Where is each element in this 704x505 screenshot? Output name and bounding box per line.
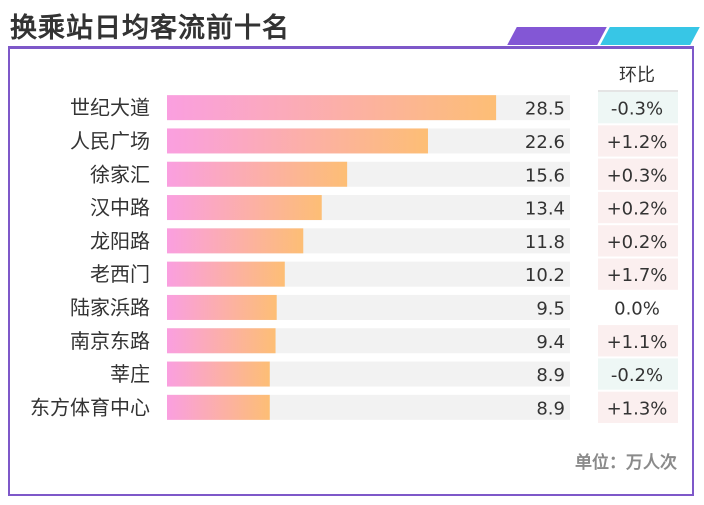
bar	[167, 95, 497, 121]
bar	[167, 361, 270, 387]
change-label: -0.2%	[611, 365, 663, 386]
change-column-header: 环比	[619, 65, 655, 86]
change-label: +0.3%	[607, 165, 668, 186]
value-label: 9.4	[536, 332, 565, 353]
change-label: +1.1%	[607, 332, 668, 353]
category-label: 汉中路	[90, 196, 150, 220]
change-cell-bg	[598, 358, 678, 390]
category-label: 莘庄	[110, 362, 150, 386]
change-label: +0.2%	[607, 232, 668, 253]
category-label: 南京东路	[70, 329, 150, 353]
category-label: 陆家浜路	[70, 295, 150, 319]
change-cell-bg	[598, 191, 678, 224]
value-label: 13.4	[525, 199, 565, 220]
value-label: 15.6	[525, 165, 565, 186]
value-label: 8.9	[536, 398, 565, 419]
change-label: -0.3%	[611, 99, 663, 120]
category-label: 徐家汇	[90, 162, 150, 186]
value-label: 28.5	[525, 99, 565, 120]
bar	[167, 228, 304, 254]
category-label: 老西门	[90, 262, 150, 286]
change-cell-bg	[598, 391, 678, 423]
value-label: 10.2	[525, 265, 565, 286]
category-label: 人民广场	[70, 129, 150, 153]
chart-frame	[8, 46, 694, 496]
category-label: 东方体育中心	[30, 395, 150, 419]
bar	[167, 128, 428, 154]
bar	[167, 294, 277, 320]
change-label: +1.7%	[607, 265, 668, 286]
bar	[167, 195, 322, 221]
bar	[167, 328, 276, 354]
value-label: 22.6	[525, 132, 565, 153]
bar	[167, 394, 270, 420]
change-cell-bg	[598, 125, 678, 157]
change-cell-bg	[598, 258, 678, 290]
change-label: +1.3%	[607, 398, 668, 419]
category-label: 龙阳路	[90, 229, 150, 253]
bar	[167, 261, 285, 287]
change-cell-bg	[598, 325, 678, 357]
change-cell-bg	[598, 158, 678, 190]
change-label: +1.2%	[607, 132, 668, 153]
change-cell-bg	[598, 92, 678, 124]
category-label: 世纪大道	[70, 96, 150, 120]
change-label: +0.2%	[607, 199, 668, 220]
value-label: 8.9	[536, 365, 565, 386]
value-label: 9.5	[536, 298, 565, 319]
change-cell-bg	[598, 225, 678, 257]
chart-title: 换乘站日均客流前十名	[10, 13, 290, 44]
change-cell-bg	[598, 291, 678, 324]
change-label: 0.0%	[614, 298, 660, 319]
bar	[167, 161, 348, 187]
value-label: 11.8	[525, 232, 565, 253]
unit-note: 单位：万人次	[575, 452, 677, 473]
